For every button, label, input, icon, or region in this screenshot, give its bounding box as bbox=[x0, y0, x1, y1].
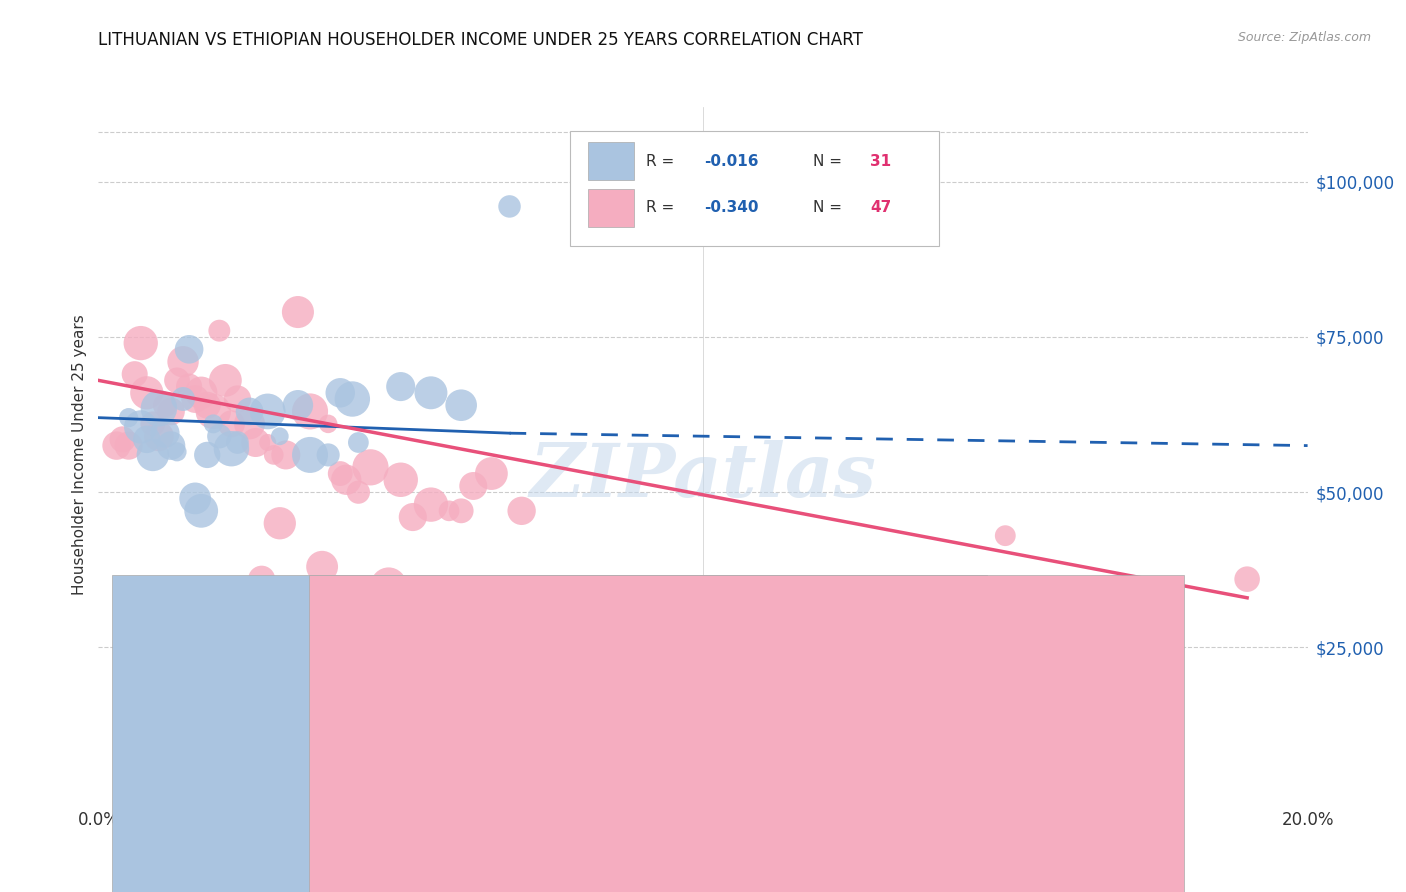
Point bbox=[202, 404, 225, 418]
Text: 31: 31 bbox=[870, 153, 891, 169]
Point bbox=[287, 305, 309, 319]
Point bbox=[335, 473, 357, 487]
Point bbox=[172, 355, 194, 369]
Point bbox=[450, 504, 472, 518]
Point bbox=[142, 417, 165, 431]
Point bbox=[498, 199, 520, 213]
Point bbox=[160, 404, 183, 418]
Point bbox=[420, 385, 443, 400]
Point bbox=[129, 336, 152, 351]
Point bbox=[184, 392, 207, 406]
Point bbox=[142, 448, 165, 462]
Text: Lithuanians: Lithuanians bbox=[576, 849, 665, 863]
Point bbox=[377, 578, 399, 592]
Text: R =: R = bbox=[647, 153, 679, 169]
Text: ZIPatlas: ZIPatlas bbox=[530, 440, 876, 512]
FancyBboxPatch shape bbox=[569, 131, 939, 246]
Point bbox=[250, 572, 273, 586]
Point bbox=[389, 379, 412, 393]
Point bbox=[420, 498, 443, 512]
Point bbox=[437, 504, 460, 518]
Point bbox=[329, 385, 352, 400]
Point bbox=[389, 473, 412, 487]
Point bbox=[316, 417, 339, 431]
Point bbox=[105, 439, 128, 453]
Point bbox=[402, 510, 425, 524]
Point bbox=[135, 433, 157, 447]
Point bbox=[239, 404, 262, 418]
Point bbox=[347, 435, 370, 450]
Point bbox=[274, 448, 297, 462]
Text: N =: N = bbox=[813, 153, 846, 169]
Text: N =: N = bbox=[813, 201, 846, 216]
Point bbox=[221, 442, 243, 456]
Point bbox=[450, 398, 472, 412]
Point bbox=[184, 491, 207, 506]
Text: Ethiopians: Ethiopians bbox=[773, 849, 853, 863]
Text: 47: 47 bbox=[870, 201, 891, 216]
Point bbox=[179, 379, 201, 393]
Point bbox=[135, 385, 157, 400]
Point bbox=[118, 410, 141, 425]
Text: -0.016: -0.016 bbox=[704, 153, 759, 169]
Point bbox=[481, 647, 503, 661]
Point bbox=[202, 417, 225, 431]
Point bbox=[221, 417, 243, 431]
Point bbox=[269, 429, 291, 443]
Point bbox=[166, 445, 188, 459]
Point bbox=[118, 439, 141, 453]
Bar bbox=[588, 189, 634, 227]
Point bbox=[256, 404, 278, 418]
Point bbox=[311, 559, 333, 574]
Point bbox=[190, 385, 212, 400]
Point bbox=[153, 426, 176, 441]
Point bbox=[510, 504, 533, 518]
Point bbox=[166, 373, 188, 387]
Text: Source: ZipAtlas.com: Source: ZipAtlas.com bbox=[1237, 31, 1371, 45]
Point bbox=[148, 401, 170, 416]
Point bbox=[287, 398, 309, 412]
Point bbox=[214, 373, 236, 387]
Point bbox=[190, 504, 212, 518]
Point bbox=[179, 343, 201, 357]
Text: R =: R = bbox=[647, 201, 679, 216]
Point bbox=[208, 429, 231, 443]
Point bbox=[111, 433, 134, 447]
Point bbox=[263, 448, 285, 462]
Point bbox=[481, 467, 503, 481]
Point bbox=[129, 420, 152, 434]
Point bbox=[153, 398, 176, 412]
Point bbox=[256, 435, 278, 450]
Text: LITHUANIAN VS ETHIOPIAN HOUSEHOLDER INCOME UNDER 25 YEARS CORRELATION CHART: LITHUANIAN VS ETHIOPIAN HOUSEHOLDER INCO… bbox=[98, 31, 863, 49]
Point bbox=[316, 448, 339, 462]
Bar bbox=[588, 142, 634, 180]
Point bbox=[195, 448, 218, 462]
Point bbox=[269, 516, 291, 531]
Y-axis label: Householder Income Under 25 years: Householder Income Under 25 years bbox=[72, 315, 87, 595]
Point bbox=[148, 429, 170, 443]
Point bbox=[226, 435, 249, 450]
Point bbox=[994, 529, 1017, 543]
Point bbox=[239, 417, 262, 431]
Point bbox=[463, 479, 485, 493]
Point bbox=[347, 485, 370, 500]
Point bbox=[208, 324, 231, 338]
Point bbox=[172, 392, 194, 406]
Text: -0.340: -0.340 bbox=[704, 201, 759, 216]
Point bbox=[1236, 572, 1258, 586]
Point bbox=[226, 392, 249, 406]
Point bbox=[299, 448, 322, 462]
Point bbox=[195, 398, 218, 412]
Point bbox=[360, 460, 382, 475]
Point bbox=[299, 404, 322, 418]
Point bbox=[245, 435, 267, 450]
Point bbox=[329, 467, 352, 481]
Point bbox=[160, 439, 183, 453]
Point bbox=[124, 367, 146, 381]
Point bbox=[342, 392, 364, 406]
